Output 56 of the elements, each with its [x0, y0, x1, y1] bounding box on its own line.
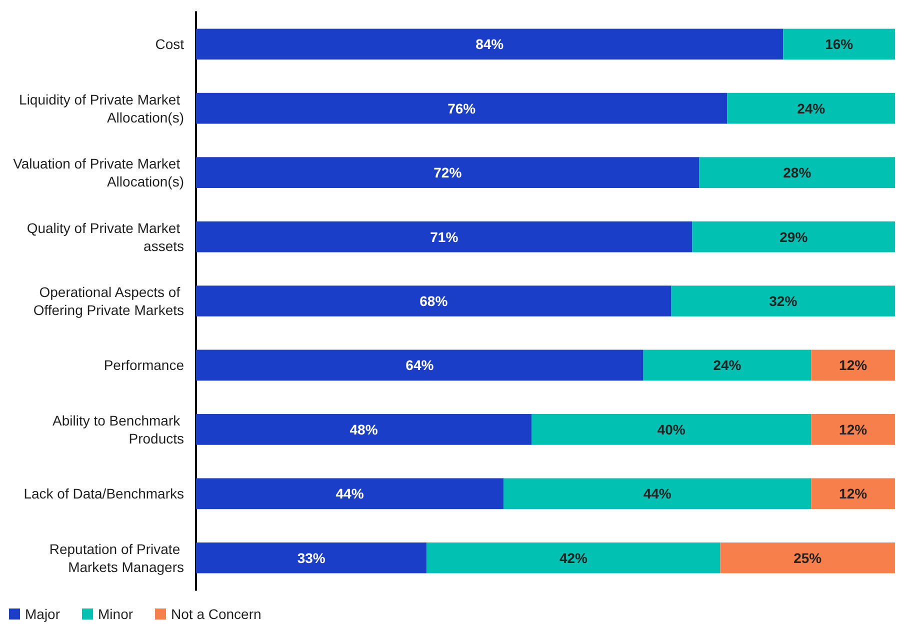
bar: [196, 542, 427, 574]
bar: [196, 92, 728, 124]
legend-label: Minor: [98, 606, 134, 622]
bar: [532, 414, 812, 445]
bar: [727, 92, 895, 124]
bar: [699, 157, 895, 188]
bar: [811, 478, 895, 510]
data-label: 29%: [780, 228, 808, 245]
bar: [720, 542, 895, 574]
data-label: 44%: [336, 486, 364, 502]
data-label: 64%: [406, 357, 434, 374]
data-label: 76%: [448, 100, 476, 116]
legend-label: Not a Concern: [171, 606, 262, 622]
bar: [811, 350, 895, 381]
data-label: 48%: [350, 421, 378, 438]
bar: [811, 414, 895, 445]
data-label: 24%: [797, 100, 826, 116]
data-label: 72%: [434, 164, 462, 181]
data-label: 44%: [643, 486, 672, 502]
y-tick-label: Lack of Data/Benchmarks: [24, 486, 184, 502]
data-label: 42%: [559, 550, 588, 566]
bar: [196, 28, 784, 60]
bar: [196, 157, 700, 188]
y-tick-label: Valuation of Private Market Allocation(s): [13, 156, 184, 190]
bar: [504, 478, 812, 510]
data-label: 32%: [769, 293, 798, 309]
bar: [426, 542, 720, 574]
bar: [196, 286, 672, 316]
bar: [196, 350, 644, 381]
y-tick-label: Reputation of Private Markets Managers: [49, 540, 184, 575]
bar: [196, 478, 504, 510]
data-label: 71%: [430, 228, 459, 245]
bar: [692, 221, 895, 252]
bar: [783, 28, 895, 60]
legend-label: Major: [25, 606, 60, 622]
bar: [196, 414, 532, 445]
data-label: 16%: [825, 36, 854, 52]
bar: [671, 286, 895, 316]
data-label: 40%: [657, 421, 686, 438]
data-label: 12%: [839, 357, 868, 374]
data-label: 24%: [713, 357, 742, 374]
data-label: 33%: [297, 550, 326, 566]
y-tick-label: Liquidity of Private Market Allocation(s): [19, 91, 184, 126]
data-label: 28%: [783, 164, 812, 181]
data-label: 84%: [476, 36, 504, 52]
y-tick-label: Performance: [104, 357, 184, 374]
y-tick-label: Operational Aspects of Offering Private Markets: [33, 284, 184, 318]
data-label: 12%: [839, 486, 868, 502]
bar: [643, 350, 812, 381]
data-label: 12%: [839, 421, 868, 438]
bar: [196, 221, 692, 252]
y-tick-label: Ability to Benchmark Products: [52, 412, 184, 446]
data-label: 25%: [794, 550, 822, 566]
y-tick-label: Quality of Private Market assets: [26, 220, 184, 254]
y-tick-label: Cost: [155, 36, 184, 52]
data-label: 68%: [420, 293, 448, 309]
